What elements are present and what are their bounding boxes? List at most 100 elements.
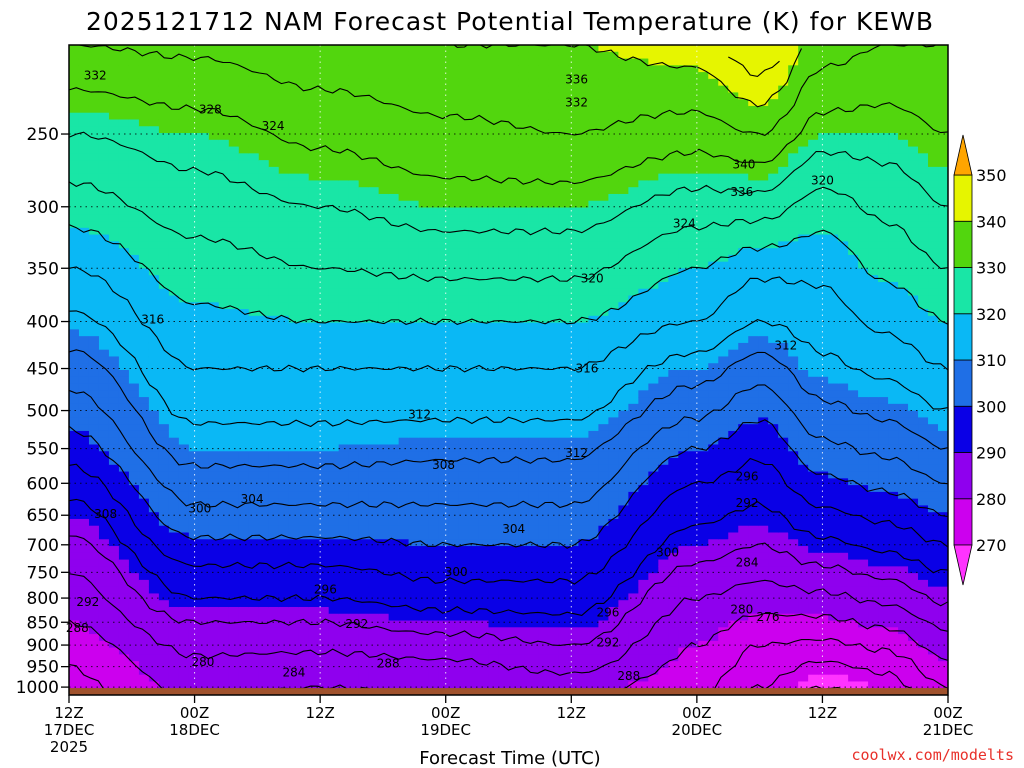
field-cell [419,99,430,106]
field-cell [69,119,80,126]
field-cell [479,668,490,675]
field-cell [578,255,589,262]
field-cell [229,681,240,688]
field-cell [439,282,450,289]
field-cell [499,329,510,336]
field-cell [479,208,490,215]
field-cell [389,45,400,52]
field-cell [518,648,529,655]
field-cell [499,296,510,303]
field-cell [249,587,260,594]
field-cell [409,587,420,594]
field-cell [439,336,450,343]
field-cell [139,79,150,86]
field-cell [349,438,360,445]
field-cell [99,214,110,221]
field-cell [399,661,410,668]
field-cell [568,221,579,228]
field-cell [379,465,390,472]
field-cell [449,384,460,391]
field-cell [309,539,320,546]
field-cell [249,451,260,458]
field-cell [109,174,120,181]
field-cell [578,478,589,485]
field-cell [469,431,480,438]
field-cell [518,147,529,154]
field-cell [479,235,490,242]
field-cell [129,377,140,384]
field-cell [89,336,100,343]
field-cell [379,241,390,248]
field-cell [79,675,90,682]
field-cell [219,268,230,275]
field-cell [349,634,360,641]
field-cell [489,268,500,275]
field-cell [149,174,160,181]
field-cell [509,641,520,648]
field-cell [289,126,300,133]
field-cell [169,343,180,350]
field-cell [329,113,340,120]
field-cell [439,235,450,242]
field-cell [279,546,290,553]
field-cell [209,336,220,343]
field-cell [269,241,280,248]
field-cell [568,113,579,120]
field-cell [429,167,440,174]
field-cell [399,512,410,519]
field-cell [339,45,350,52]
field-cell [369,309,380,316]
field-cell [499,648,510,655]
field-cell [548,661,559,668]
field-cell [119,316,130,323]
field-cell [379,519,390,526]
field-cell [429,296,440,303]
field-cell [129,140,140,147]
field-cell [149,553,160,560]
field-cell [489,221,500,228]
field-cell [568,465,579,472]
field-cell [169,268,180,275]
field-cell [159,621,170,628]
field-cell [578,336,589,343]
field-cell [339,451,350,458]
field-cell [309,214,320,221]
field-cell [558,560,569,567]
field-cell [439,356,450,363]
field-cell [489,59,500,66]
field-cell [369,560,380,567]
field-cell [379,681,390,688]
field-cell [299,390,310,397]
field-cell [209,140,220,147]
field-cell [159,262,170,269]
field-cell [419,587,430,594]
field-cell [419,533,430,540]
field-cell [249,201,260,208]
field-cell [449,329,460,336]
field-cell [179,59,190,66]
field-cell [229,539,240,546]
field-cell [389,241,400,248]
field-cell [479,289,490,296]
field-cell [568,424,579,431]
field-cell [429,126,440,133]
field-cell [359,546,370,553]
field-cell [209,194,220,201]
field-cell [79,228,90,235]
field-cell [199,241,210,248]
field-cell [528,614,539,621]
field-cell [369,451,380,458]
field-cell [259,478,270,485]
field-cell [159,654,170,661]
field-cell [339,106,350,113]
field-cell [548,607,559,614]
field-cell [509,208,520,215]
field-cell [319,431,330,438]
field-cell [129,458,140,465]
field-cell [499,140,510,147]
field-cell [289,539,300,546]
field-cell [568,526,579,533]
field-cell [518,390,529,397]
field-cell [489,65,500,72]
field-cell [509,52,520,59]
